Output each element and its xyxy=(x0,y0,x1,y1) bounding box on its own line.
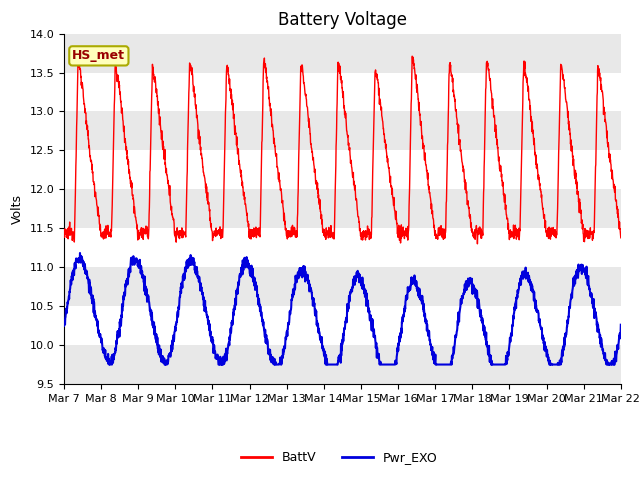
Bar xyxy=(64,34,621,72)
Bar xyxy=(64,306,621,345)
Bar xyxy=(64,345,621,384)
Y-axis label: Volts: Volts xyxy=(11,194,24,224)
Bar xyxy=(64,111,621,150)
Bar xyxy=(64,228,621,267)
Bar xyxy=(64,72,621,111)
Bar xyxy=(64,150,621,189)
Text: HS_met: HS_met xyxy=(72,49,125,62)
Bar xyxy=(64,189,621,228)
Legend: BattV, Pwr_EXO: BattV, Pwr_EXO xyxy=(236,446,443,469)
Title: Battery Voltage: Battery Voltage xyxy=(278,11,407,29)
Bar xyxy=(64,267,621,306)
